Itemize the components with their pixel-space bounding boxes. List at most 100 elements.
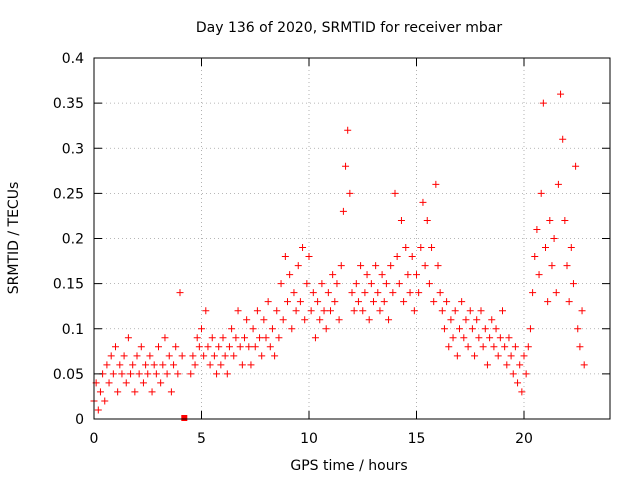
data-point [320,307,328,315]
data-point [550,235,558,242]
data-point [492,325,500,333]
data-point [531,253,539,261]
data-point [208,334,216,342]
data-point [438,307,446,315]
data-point [191,361,199,369]
data-point [393,253,401,261]
data-point [172,343,180,351]
data-point [277,280,285,288]
data-point [421,262,429,270]
data-point [174,370,182,378]
data-point [443,298,451,306]
data-point [118,370,126,378]
data-point [501,343,509,351]
data-point [537,189,545,197]
y-tick-label: 0.05 [53,367,84,383]
data-point [333,280,341,288]
data-point [299,244,307,252]
data-point [144,370,152,378]
data-point [96,388,104,396]
x-tick-label: 15 [408,431,426,447]
data-point [292,307,300,315]
data-point [165,352,173,360]
data-point [509,370,517,378]
data-point [473,316,481,324]
data-point [215,343,223,351]
data-point [167,388,175,396]
data-point [159,361,167,369]
data-point [488,316,496,324]
data-point [544,298,552,306]
data-point [202,307,210,315]
data-point [363,271,371,279]
data-point [522,370,530,378]
data-point [580,361,588,369]
data-point [376,307,384,315]
data-point [127,370,135,378]
data-point [187,370,195,378]
data-point [445,343,453,351]
data-point [391,189,399,197]
x-tick-label: 5 [197,431,206,447]
data-point [546,216,554,224]
data-point [339,207,347,215]
data-point [342,162,350,170]
data-point [415,289,423,297]
data-point [413,271,420,279]
data-point [258,352,266,360]
data-point [453,352,461,360]
data-point [404,271,412,279]
data-point [213,370,221,378]
data-point [430,298,438,306]
data-point [449,334,457,342]
x-tick-label: 10 [300,431,318,447]
data-point [378,271,386,279]
data-point [266,343,274,351]
chart-title: Day 136 of 2020, SRMTID for receiver mba… [196,20,503,36]
data-point [458,298,466,306]
data-point [311,334,319,342]
data-point [505,334,513,342]
data-point [348,289,356,297]
data-point [195,343,203,351]
data-point [271,352,279,360]
x-tick-label: 0 [90,431,99,447]
data-point [552,289,560,297]
data-point [468,325,476,333]
data-point [157,379,165,387]
data-point [533,225,541,233]
data-point [516,361,524,369]
data-point [402,244,410,252]
data-point [380,298,388,306]
data-point [228,325,236,333]
data-point [357,262,365,270]
data-point [301,316,309,324]
y-tick-label: 0.1 [62,322,84,338]
y-tick-label: 0 [75,412,84,428]
data-point [554,180,562,188]
data-point [389,289,397,297]
data-point [170,361,178,369]
data-point [279,316,287,324]
data-point [249,325,257,333]
data-point [460,334,468,342]
data-point [578,307,586,315]
data-point [163,370,171,378]
y-tick-label: 0.2 [62,232,84,248]
data-point [548,262,556,270]
x-tick-label: 20 [515,431,533,447]
data-point [520,352,528,360]
data-points [90,90,588,421]
data-point [535,271,543,279]
data-point [490,343,498,351]
data-point [428,244,436,252]
data-point [284,298,291,306]
data-point [483,361,491,369]
data-point [275,334,283,342]
data-point [354,298,362,306]
data-point [337,262,345,270]
data-point [327,307,334,315]
data-point [432,180,440,188]
data-point [526,325,534,333]
data-point [539,99,547,107]
